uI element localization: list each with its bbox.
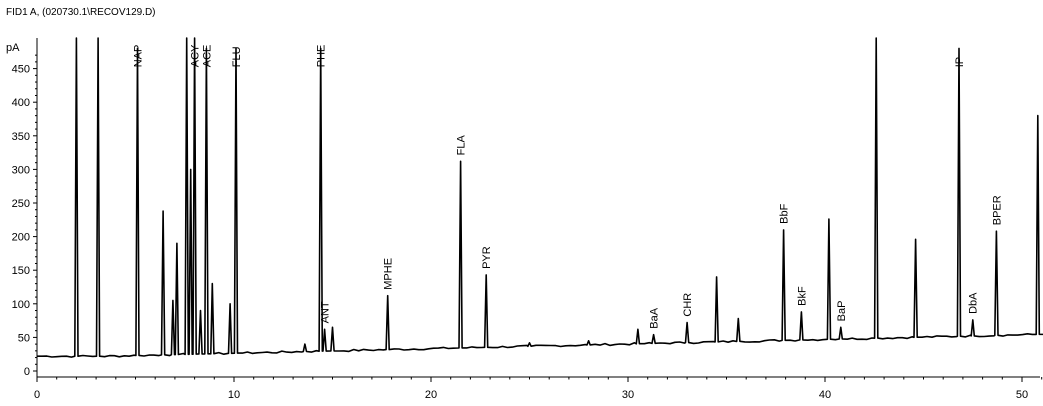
y-axis-unit-label: pA (6, 42, 20, 54)
x-tick-label: 10 (228, 389, 240, 401)
y-tick-label: 150 (12, 265, 30, 277)
chromatogram-trace (37, 37, 1043, 358)
peak-label-dba: DbA (968, 292, 980, 314)
peak-label-bkf: BkF (796, 286, 808, 306)
peak-label-ant: ANT (320, 301, 332, 323)
y-tick-label: 200 (12, 232, 30, 244)
peak-label-baa: BaA (649, 307, 661, 328)
peak-label-pyr: PYR (481, 246, 493, 269)
peak-label-mphe: MPHE (383, 258, 395, 290)
peak-label-fla: FLA (456, 134, 468, 155)
peak-label-ace: ACE (201, 45, 213, 68)
y-tick-label: 100 (12, 299, 30, 311)
peak-label-phe: PHE (316, 45, 328, 68)
peak-label-bap: BaP (836, 301, 848, 322)
peak-label-chr: CHR (682, 293, 694, 317)
chart-title: FID1 A, (020730.1\RECOV129.D) (6, 7, 156, 18)
peak-label-flu: FLU (231, 46, 243, 67)
y-tick-label: 300 (12, 164, 30, 176)
x-tick-label: 0 (34, 389, 40, 401)
y-tick-label: 400 (12, 97, 30, 109)
y-tick-label: 450 (12, 64, 30, 76)
peak-label-acy: ACY (190, 44, 202, 67)
y-tick-label: 0 (24, 366, 30, 378)
peak-label-ip: IP (954, 57, 966, 67)
y-tick-label: 50 (18, 332, 30, 344)
peak-label-bbf: BbF (779, 203, 791, 223)
y-axis-ticks: 0 50 100 150 200 250 300 350 400 450 (12, 54, 37, 378)
x-tick-label: 20 (425, 389, 437, 401)
x-tick-label: 30 (622, 389, 634, 401)
peak-labels: NAP ACY ACE FLU PHE ANT MPHE FLA PYR BaA CHR BbF BkF… (132, 44, 1003, 329)
x-tick-label: 50 (1016, 389, 1028, 401)
x-tick-label: 40 (819, 389, 831, 401)
peak-label-bper: BPER (991, 195, 1003, 225)
y-tick-label: 350 (12, 131, 30, 143)
peak-label-nap: NAP (132, 45, 144, 68)
x-axis-ticks: 0 10 20 30 40 50 (34, 377, 1043, 401)
y-tick-label: 250 (12, 198, 30, 210)
